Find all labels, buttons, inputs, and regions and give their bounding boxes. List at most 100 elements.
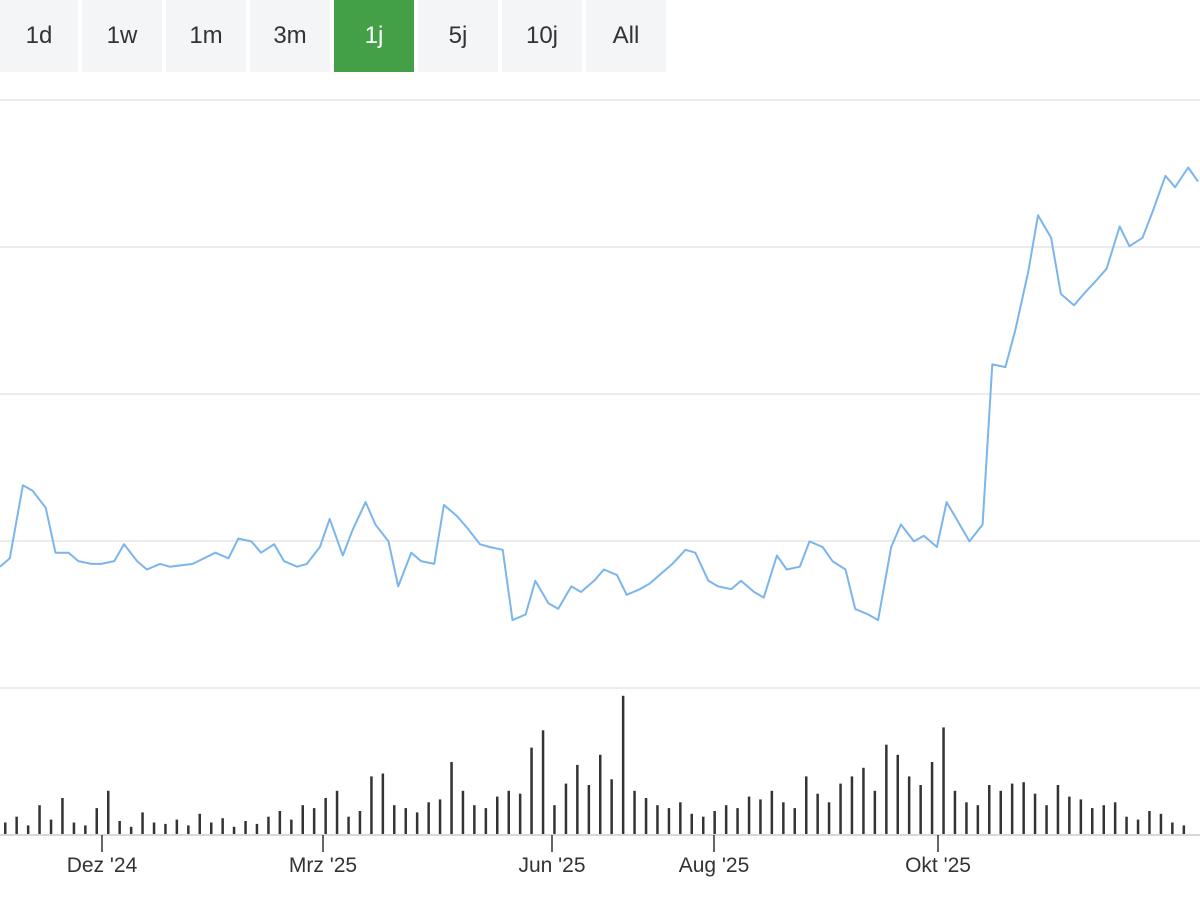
volume-bar [1091,808,1094,834]
volume-bar [38,805,41,834]
range-button-5j[interactable]: 5j [418,0,498,72]
volume-bar [312,808,316,834]
volume-bar [1068,796,1071,834]
volume-bar [210,822,213,834]
volume-bar [553,805,556,834]
volume-bar [427,802,430,834]
volume-bar [438,799,442,834]
volume-bar [72,822,76,834]
volume-bar [335,790,339,834]
volume-bar [26,825,30,834]
volume-bar [129,826,133,834]
volume-bar [15,816,18,834]
volume-bar [175,819,179,834]
volume-bar [1079,799,1083,834]
volume-bar [896,754,899,834]
volume-bar [118,821,121,834]
volume-bar [141,812,144,834]
volume-bar [164,823,167,834]
volume-bar [1045,805,1048,834]
volume-bar [656,805,659,834]
volume-bar [919,785,922,834]
volume-bar [1033,793,1037,834]
range-button-all[interactable]: All [586,0,666,72]
volume-bar [290,819,293,834]
volume-bar [1010,783,1014,834]
volume-bar [587,785,591,834]
volume-bar [530,747,533,834]
price-line [0,166,1199,622]
volume-bar [541,730,545,834]
volume-bar [747,796,751,834]
range-button-3m[interactable]: 3m [250,0,330,72]
volume-bar [839,783,842,834]
price-line-group [0,166,1199,622]
volume-bar [255,823,259,834]
volume-bar [907,776,911,834]
volume-bar [221,818,224,834]
volume-bar [484,808,488,834]
volume-bar [198,813,201,834]
volume-bar [621,695,625,834]
volume-bar [610,779,613,834]
volume-bar [805,776,808,834]
range-button-1w[interactable]: 1w [82,0,162,72]
volume-bar [690,813,693,834]
volume-bar [1171,822,1174,834]
range-button-1d[interactable]: 1d [0,0,78,72]
volume-bar [724,805,728,834]
volume-bar [816,793,819,834]
volume-bar [873,790,877,834]
volume-bar [278,811,282,834]
volume-bar [793,808,796,834]
volume-bar [702,816,705,834]
volume-bar [999,790,1002,834]
volume-bar [1102,805,1105,834]
x-tick-label: Mrz '25 [289,854,357,877]
volume-bar [770,790,774,834]
range-selector: 1d 1w 1m 3m 1j 5j 10j All [0,0,670,72]
volume-bar [450,762,453,834]
volume-bar [1136,819,1140,834]
volume-bar [301,805,304,834]
volume-bar [267,816,270,834]
volume-bar [965,802,968,834]
volume-bar [976,805,980,834]
volume-bar [782,802,785,834]
volume-bar [107,790,110,834]
volume-bar [95,808,98,834]
volume-bar [347,816,350,834]
range-button-1j[interactable]: 1j [334,0,414,72]
volume-bar [1125,816,1128,834]
range-button-1m[interactable]: 1m [166,0,246,72]
volume-bar [713,811,716,834]
volume-bar [667,808,671,834]
volume-bar [461,790,465,834]
x-tick-label: Jun '25 [518,854,585,877]
range-button-10j[interactable]: 10j [502,0,582,72]
volume-bar [1022,782,1025,834]
volume-bar [496,796,499,834]
volume-bar [576,764,579,834]
volume-bar [679,802,682,834]
volume-bar [404,808,407,834]
volume-bar [759,799,762,834]
volume-bar [1056,785,1060,834]
volume-bar [232,826,236,834]
volume-bar [152,822,156,834]
volume-bar [599,754,602,834]
volume-bar [1113,802,1117,834]
volume-bar [1182,825,1186,834]
volume-bar [1148,811,1151,834]
volume-bar [61,798,64,834]
volume-bar [862,767,865,834]
x-tick-label: Okt '25 [905,854,971,877]
volume-bar [1159,813,1163,834]
volume-bar [942,727,945,834]
volume-bar [827,802,831,834]
volume-bar [4,822,7,834]
volume-bar [885,744,888,834]
x-axis: Dez '24 Mrz '25 Jun '25 Aug '25 Okt '25 [0,834,1200,877]
volume-bar [644,798,648,834]
